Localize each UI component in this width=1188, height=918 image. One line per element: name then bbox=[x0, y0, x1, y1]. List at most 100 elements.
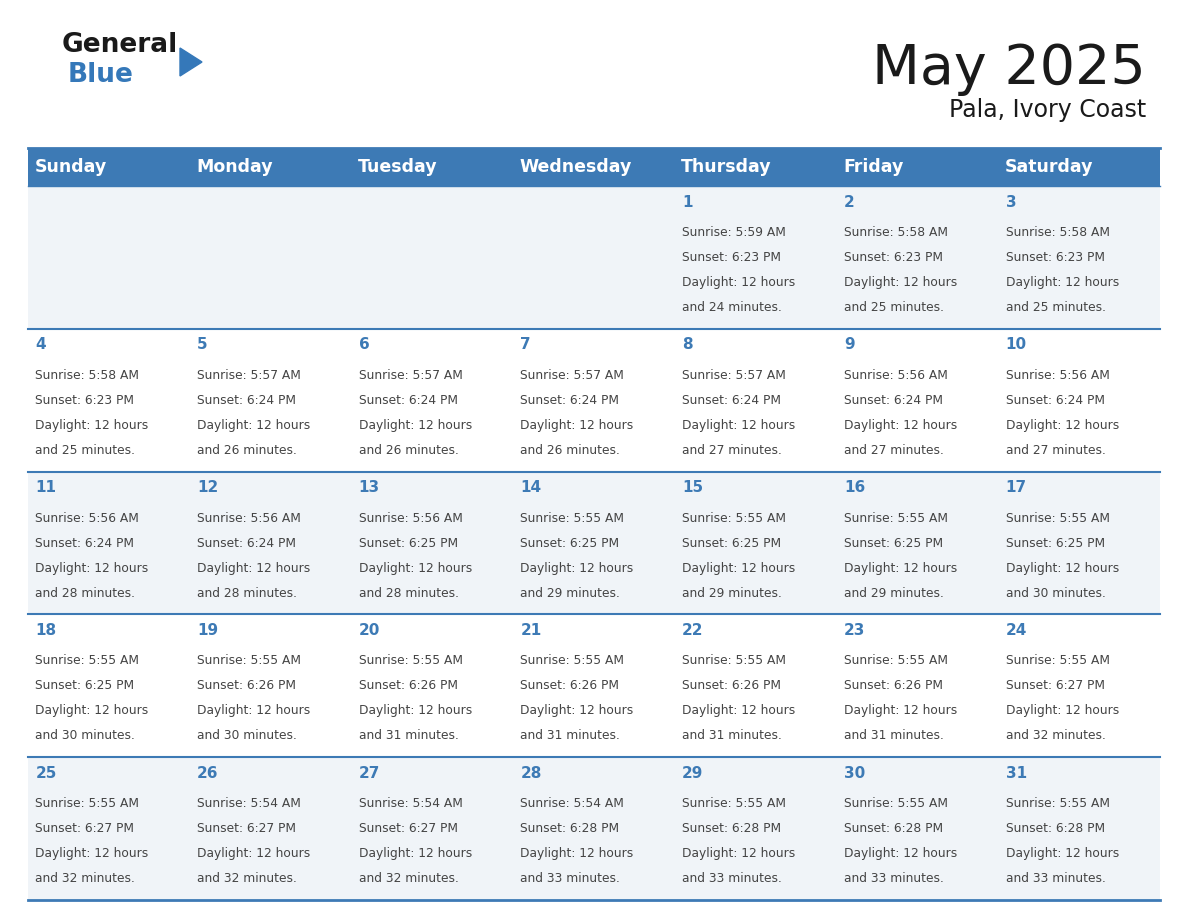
Text: Sunset: 6:25 PM: Sunset: 6:25 PM bbox=[359, 537, 457, 550]
Text: 30: 30 bbox=[843, 766, 865, 781]
Text: and 33 minutes.: and 33 minutes. bbox=[843, 872, 943, 885]
Bar bbox=[29, 148, 1159, 186]
Text: Sunset: 6:28 PM: Sunset: 6:28 PM bbox=[1005, 823, 1105, 835]
Text: 16: 16 bbox=[843, 480, 865, 495]
Text: 10: 10 bbox=[1005, 338, 1026, 353]
Text: Sunrise: 5:55 AM: Sunrise: 5:55 AM bbox=[682, 797, 786, 811]
Text: Sunrise: 5:58 AM: Sunrise: 5:58 AM bbox=[1005, 226, 1110, 239]
Text: Sunrise: 5:55 AM: Sunrise: 5:55 AM bbox=[843, 511, 948, 524]
Text: Sunset: 6:24 PM: Sunset: 6:24 PM bbox=[197, 394, 296, 407]
Text: Sunrise: 5:54 AM: Sunrise: 5:54 AM bbox=[197, 797, 301, 811]
Text: Sunrise: 5:57 AM: Sunrise: 5:57 AM bbox=[197, 369, 301, 382]
Text: 6: 6 bbox=[359, 338, 369, 353]
Text: and 29 minutes.: and 29 minutes. bbox=[843, 587, 943, 599]
Bar bbox=[29, 757, 1159, 900]
Text: Daylight: 12 hours: Daylight: 12 hours bbox=[843, 276, 958, 289]
Text: and 26 minutes.: and 26 minutes. bbox=[359, 443, 459, 457]
Text: Sunset: 6:25 PM: Sunset: 6:25 PM bbox=[843, 537, 943, 550]
Text: Wednesday: Wednesday bbox=[519, 158, 632, 176]
Text: Sunrise: 5:56 AM: Sunrise: 5:56 AM bbox=[197, 511, 301, 524]
Text: Sunrise: 5:55 AM: Sunrise: 5:55 AM bbox=[520, 655, 625, 667]
Text: and 32 minutes.: and 32 minutes. bbox=[36, 872, 135, 885]
Text: 5: 5 bbox=[197, 338, 208, 353]
Text: 15: 15 bbox=[682, 480, 703, 495]
Text: Sunrise: 5:56 AM: Sunrise: 5:56 AM bbox=[36, 511, 139, 524]
Text: Sunset: 6:24 PM: Sunset: 6:24 PM bbox=[359, 394, 457, 407]
Text: Daylight: 12 hours: Daylight: 12 hours bbox=[359, 419, 472, 431]
Text: 12: 12 bbox=[197, 480, 219, 495]
Text: Daylight: 12 hours: Daylight: 12 hours bbox=[682, 419, 796, 431]
Text: 8: 8 bbox=[682, 338, 693, 353]
Text: Daylight: 12 hours: Daylight: 12 hours bbox=[1005, 276, 1119, 289]
Text: Sunset: 6:24 PM: Sunset: 6:24 PM bbox=[36, 537, 134, 550]
Text: Daylight: 12 hours: Daylight: 12 hours bbox=[359, 847, 472, 860]
Text: and 24 minutes.: and 24 minutes. bbox=[682, 301, 782, 314]
Text: Sunset: 6:28 PM: Sunset: 6:28 PM bbox=[843, 823, 943, 835]
Text: Sunset: 6:27 PM: Sunset: 6:27 PM bbox=[197, 823, 296, 835]
Text: Sunrise: 5:55 AM: Sunrise: 5:55 AM bbox=[843, 655, 948, 667]
Text: Sunset: 6:28 PM: Sunset: 6:28 PM bbox=[520, 823, 620, 835]
Text: Sunrise: 5:58 AM: Sunrise: 5:58 AM bbox=[843, 226, 948, 239]
Text: Daylight: 12 hours: Daylight: 12 hours bbox=[1005, 704, 1119, 717]
Text: Sunset: 6:25 PM: Sunset: 6:25 PM bbox=[520, 537, 620, 550]
Text: Daylight: 12 hours: Daylight: 12 hours bbox=[197, 847, 310, 860]
Text: and 31 minutes.: and 31 minutes. bbox=[682, 730, 782, 743]
Text: Sunrise: 5:55 AM: Sunrise: 5:55 AM bbox=[1005, 797, 1110, 811]
Text: 25: 25 bbox=[36, 766, 57, 781]
Text: Sunrise: 5:55 AM: Sunrise: 5:55 AM bbox=[359, 655, 462, 667]
Text: 11: 11 bbox=[36, 480, 56, 495]
Text: Blue: Blue bbox=[68, 62, 134, 88]
Text: Daylight: 12 hours: Daylight: 12 hours bbox=[520, 704, 633, 717]
Text: Sunrise: 5:58 AM: Sunrise: 5:58 AM bbox=[36, 369, 139, 382]
Text: Daylight: 12 hours: Daylight: 12 hours bbox=[843, 562, 958, 575]
Text: 23: 23 bbox=[843, 623, 865, 638]
Text: 31: 31 bbox=[1005, 766, 1026, 781]
Text: and 29 minutes.: and 29 minutes. bbox=[682, 587, 782, 599]
Text: Sunset: 6:24 PM: Sunset: 6:24 PM bbox=[197, 537, 296, 550]
Text: and 31 minutes.: and 31 minutes. bbox=[520, 730, 620, 743]
Text: Sunrise: 5:57 AM: Sunrise: 5:57 AM bbox=[682, 369, 786, 382]
Text: Pala, Ivory Coast: Pala, Ivory Coast bbox=[949, 98, 1146, 122]
Text: Sunset: 6:25 PM: Sunset: 6:25 PM bbox=[1005, 537, 1105, 550]
Text: 21: 21 bbox=[520, 623, 542, 638]
Text: and 33 minutes.: and 33 minutes. bbox=[520, 872, 620, 885]
Bar bbox=[29, 329, 1159, 472]
Text: and 30 minutes.: and 30 minutes. bbox=[36, 730, 135, 743]
Text: Sunrise: 5:55 AM: Sunrise: 5:55 AM bbox=[843, 797, 948, 811]
Text: 7: 7 bbox=[520, 338, 531, 353]
Text: and 28 minutes.: and 28 minutes. bbox=[197, 587, 297, 599]
Text: Sunrise: 5:55 AM: Sunrise: 5:55 AM bbox=[682, 511, 786, 524]
Text: Sunrise: 5:56 AM: Sunrise: 5:56 AM bbox=[843, 369, 948, 382]
Text: 26: 26 bbox=[197, 766, 219, 781]
Text: Daylight: 12 hours: Daylight: 12 hours bbox=[197, 562, 310, 575]
Text: 29: 29 bbox=[682, 766, 703, 781]
Text: Daylight: 12 hours: Daylight: 12 hours bbox=[520, 847, 633, 860]
Text: Daylight: 12 hours: Daylight: 12 hours bbox=[1005, 562, 1119, 575]
Text: 2: 2 bbox=[843, 195, 854, 209]
Text: 28: 28 bbox=[520, 766, 542, 781]
Text: Sunset: 6:26 PM: Sunset: 6:26 PM bbox=[520, 679, 619, 692]
Text: 4: 4 bbox=[36, 338, 46, 353]
Text: 19: 19 bbox=[197, 623, 219, 638]
Text: 3: 3 bbox=[1005, 195, 1016, 209]
Text: and 33 minutes.: and 33 minutes. bbox=[682, 872, 782, 885]
Text: and 26 minutes.: and 26 minutes. bbox=[520, 443, 620, 457]
Text: and 33 minutes.: and 33 minutes. bbox=[1005, 872, 1106, 885]
Text: and 32 minutes.: and 32 minutes. bbox=[197, 872, 297, 885]
Text: and 25 minutes.: and 25 minutes. bbox=[1005, 301, 1106, 314]
Text: Sunset: 6:23 PM: Sunset: 6:23 PM bbox=[682, 251, 782, 264]
Text: and 27 minutes.: and 27 minutes. bbox=[682, 443, 782, 457]
Text: 27: 27 bbox=[359, 766, 380, 781]
Text: Daylight: 12 hours: Daylight: 12 hours bbox=[682, 847, 796, 860]
Text: Sunset: 6:27 PM: Sunset: 6:27 PM bbox=[1005, 679, 1105, 692]
Text: Sunset: 6:26 PM: Sunset: 6:26 PM bbox=[682, 679, 782, 692]
Text: Sunset: 6:24 PM: Sunset: 6:24 PM bbox=[682, 394, 782, 407]
Polygon shape bbox=[181, 48, 202, 76]
Text: and 30 minutes.: and 30 minutes. bbox=[1005, 587, 1106, 599]
Text: Sunrise: 5:57 AM: Sunrise: 5:57 AM bbox=[359, 369, 462, 382]
Text: Sunrise: 5:55 AM: Sunrise: 5:55 AM bbox=[520, 511, 625, 524]
Text: and 31 minutes.: and 31 minutes. bbox=[359, 730, 459, 743]
Bar bbox=[29, 186, 1159, 329]
Text: and 25 minutes.: and 25 minutes. bbox=[36, 443, 135, 457]
Text: 20: 20 bbox=[359, 623, 380, 638]
